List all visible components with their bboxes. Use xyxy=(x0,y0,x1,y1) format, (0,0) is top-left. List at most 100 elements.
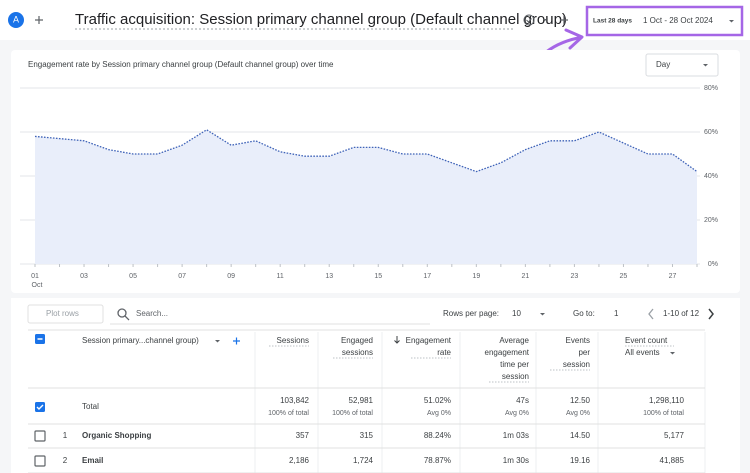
total-note: Avg 0% xyxy=(427,410,451,417)
annotation-arrowhead xyxy=(564,28,584,50)
rows-per-page-label: Rows per page: xyxy=(443,309,499,318)
add-dimension[interactable] xyxy=(233,337,240,345)
dimension-caret xyxy=(215,340,220,343)
x-tick-label: 19 xyxy=(472,273,480,280)
y-tick-label: 60% xyxy=(704,129,718,136)
x-tick-label: 27 xyxy=(669,273,677,280)
total-note: 100% of total xyxy=(268,410,309,417)
row-value: 2,186 xyxy=(289,456,310,465)
prev-page[interactable] xyxy=(648,308,654,320)
total-value: 1,298,110 xyxy=(649,396,685,405)
x-tick-label: 13 xyxy=(325,273,333,280)
x-tick-label: 01 xyxy=(31,273,39,280)
status-caret[interactable] xyxy=(543,19,547,21)
x-tick-label: 15 xyxy=(374,273,382,280)
x-tick-label: 17 xyxy=(423,273,431,280)
column-header[interactable]: Engagement xyxy=(406,336,452,345)
add-comparison[interactable] xyxy=(560,16,568,24)
total-label: Total xyxy=(82,402,99,411)
row-value: 14.50 xyxy=(570,431,591,440)
chart-title: Engagement rate by Session primary chann… xyxy=(28,60,334,69)
x-tick-label: 21 xyxy=(521,273,529,280)
pagination: 1-10 of 12 xyxy=(663,309,700,318)
avatar[interactable] xyxy=(8,12,24,28)
area xyxy=(35,129,697,264)
column-header[interactable]: Average xyxy=(499,336,529,345)
column-header[interactable]: Event count xyxy=(625,336,668,345)
date-caret xyxy=(729,20,734,23)
plot-rows: Plot rows xyxy=(46,309,79,318)
column-header[interactable]: per xyxy=(578,348,590,357)
row-value: 19.16 xyxy=(570,456,591,465)
total-value: 52,981 xyxy=(349,396,374,405)
plot-rows-button[interactable] xyxy=(27,304,104,324)
add-icon[interactable] xyxy=(35,16,43,24)
search-input[interactable]: Search... xyxy=(136,309,168,318)
total-check[interactable] xyxy=(35,402,45,412)
y-tick-label: 20% xyxy=(704,217,718,224)
granularity-caret xyxy=(703,64,708,67)
row-dimension[interactable]: Email xyxy=(82,456,103,465)
x-tick-label: 11 xyxy=(277,273,284,280)
row-value: 78.87% xyxy=(424,456,451,465)
avatar-letter: A xyxy=(13,14,19,24)
total-value: 51.02% xyxy=(424,396,451,405)
granularity-value: Day xyxy=(656,60,670,69)
row-value: 41,885 xyxy=(660,456,685,465)
line xyxy=(34,129,698,173)
column-header[interactable]: time per xyxy=(500,360,529,369)
row-dimension[interactable]: Organic Shopping xyxy=(82,431,151,440)
row-value: 1m 03s xyxy=(503,431,529,440)
x-tick-label: 03 xyxy=(80,273,88,280)
dimension-header[interactable]: Session primary...channel group) xyxy=(82,336,199,345)
go-to-label: Go to: xyxy=(573,309,595,318)
status-icon[interactable] xyxy=(523,14,535,26)
x-tick-label: 05 xyxy=(129,273,137,280)
granularity-select[interactable] xyxy=(645,53,719,77)
column-header[interactable]: Engaged xyxy=(341,336,373,345)
row-value: 5,177 xyxy=(664,431,685,440)
total-note: 100% of total xyxy=(643,410,684,417)
row-check[interactable] xyxy=(34,455,46,467)
total-value: 12.50 xyxy=(570,396,591,405)
go-to[interactable]: 1 xyxy=(614,309,619,318)
y-tick-label: 0% xyxy=(708,261,718,268)
column-header[interactable]: session xyxy=(502,372,529,381)
row-value: 88.24% xyxy=(424,431,451,440)
column-header[interactable]: sessions xyxy=(342,348,373,357)
rows-per-page[interactable]: 10 xyxy=(512,309,521,318)
event-filter[interactable]: All events xyxy=(625,348,660,357)
column-header[interactable]: rate xyxy=(437,348,451,357)
x-tick-label: 23 xyxy=(571,273,579,280)
total-note: 100% of total xyxy=(332,410,373,417)
x-sublabel: Oct xyxy=(32,282,43,289)
total-note: Avg 0% xyxy=(505,410,529,417)
x-tick-label: 25 xyxy=(620,273,628,280)
table: Plot rows Search... Rows per page: 10 Go to:… xyxy=(27,304,714,473)
y-tick-label: 40% xyxy=(704,173,718,180)
row-value: 1m 30s xyxy=(503,456,529,465)
column-header[interactable]: Events xyxy=(566,336,590,345)
total-value: 103,842 xyxy=(280,396,309,405)
search-icon-handle xyxy=(124,315,130,321)
x-tick-label: 09 xyxy=(227,273,235,280)
column-header[interactable]: engagement xyxy=(485,348,530,357)
column-header[interactable]: session xyxy=(563,360,590,369)
date-range: 1 Oct - 28 Oct 2024 xyxy=(643,16,713,25)
date-picker[interactable] xyxy=(585,5,744,37)
total-checkmark xyxy=(36,404,44,410)
column-header[interactable]: Sessions xyxy=(277,336,309,345)
y-tick-label: 80% xyxy=(704,85,718,92)
sort-arrow xyxy=(394,336,400,344)
total-note: Avg 0% xyxy=(566,410,590,417)
row-index: 2 xyxy=(63,456,68,465)
row-value: 1,724 xyxy=(353,456,374,465)
total-value: 47s xyxy=(516,396,529,405)
next-page[interactable] xyxy=(708,308,714,320)
row-value: 315 xyxy=(360,431,374,440)
search-icon xyxy=(117,308,127,318)
row-check[interactable] xyxy=(34,430,46,442)
x-tick-label: 07 xyxy=(178,273,186,280)
row-index: 1 xyxy=(63,431,68,440)
